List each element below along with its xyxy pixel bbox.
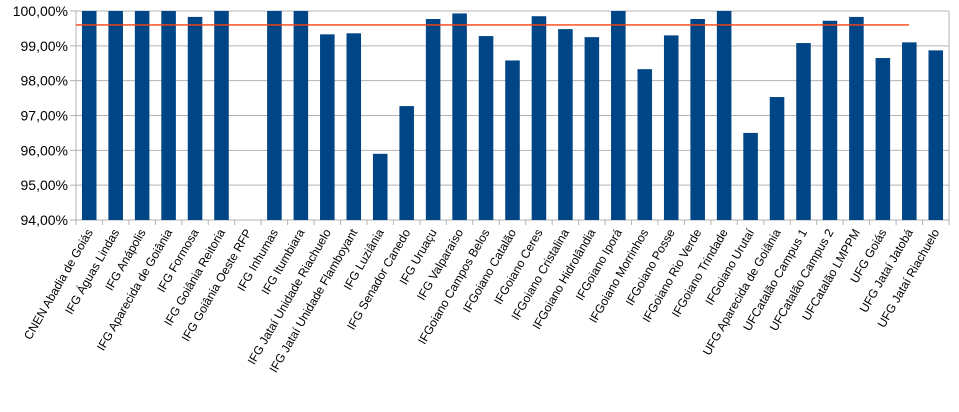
bar xyxy=(134,11,150,220)
bar xyxy=(399,106,414,220)
bar-layer xyxy=(81,11,944,221)
bar xyxy=(372,153,388,220)
bar xyxy=(611,11,626,220)
y-axis-ticks: 94,00% 95,00% 96,00% 97,00% 98,00% 99,00% 100,… xyxy=(13,3,68,228)
bar xyxy=(637,69,653,221)
bar xyxy=(214,11,229,220)
y-tick-label: 98,00% xyxy=(21,73,68,89)
bar xyxy=(796,43,811,221)
y-tick-label: 96,00% xyxy=(21,142,68,158)
bar xyxy=(558,29,573,221)
bar xyxy=(505,60,520,220)
bar xyxy=(81,11,97,220)
bar xyxy=(425,19,441,220)
bar xyxy=(928,50,944,221)
bar xyxy=(875,58,891,221)
bar xyxy=(849,16,864,221)
bar xyxy=(531,16,547,220)
y-tick-label: 100,00% xyxy=(13,3,68,19)
y-tick-label: 95,00% xyxy=(21,177,68,193)
bar xyxy=(902,42,917,220)
y-tick-label: 94,00% xyxy=(21,212,68,228)
bar xyxy=(478,36,494,220)
bar xyxy=(187,16,203,221)
bar xyxy=(161,11,176,220)
y-tick-label: 99,00% xyxy=(21,38,68,54)
bar xyxy=(452,13,467,220)
bar xyxy=(716,11,732,220)
bar xyxy=(690,19,705,220)
bar xyxy=(320,34,335,220)
bar xyxy=(584,37,600,220)
bar xyxy=(769,97,785,220)
bar xyxy=(267,11,282,220)
bar xyxy=(743,132,758,220)
bar xyxy=(663,35,679,221)
bar xyxy=(293,11,309,220)
bar xyxy=(108,11,123,220)
y-tick-label: 97,00% xyxy=(21,108,68,124)
bar xyxy=(822,20,838,221)
bar xyxy=(346,33,362,220)
